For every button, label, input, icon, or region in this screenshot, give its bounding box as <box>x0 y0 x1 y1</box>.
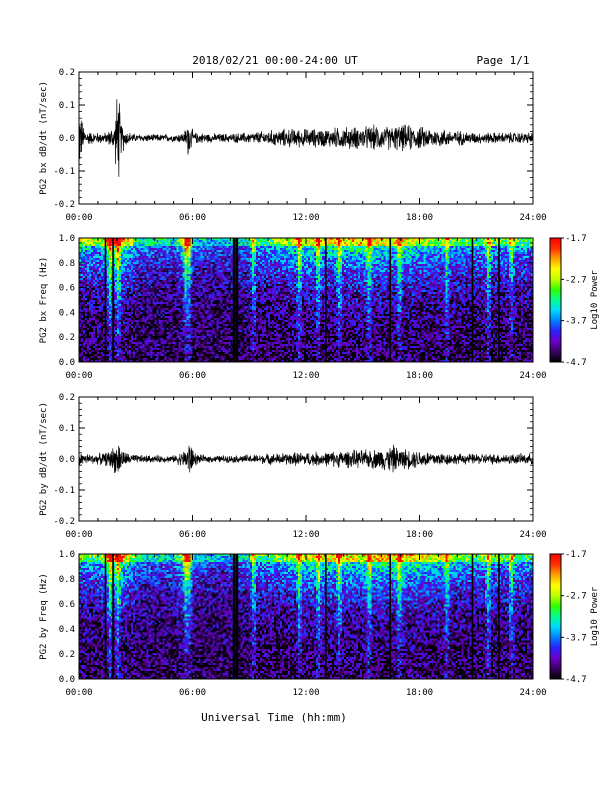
colorbar-tick-label: -3.7 <box>565 317 587 327</box>
dbdt-trace <box>78 99 534 177</box>
x-tick-label: 12:00 <box>292 688 319 698</box>
y-tick-label: 0.6 <box>59 284 75 294</box>
colorbar-tick-label: -3.7 <box>565 633 587 643</box>
y-tick-label: 0.2 <box>59 68 75 78</box>
x-tick-label: 00:00 <box>65 371 92 381</box>
x-tick-label: 24:00 <box>519 213 546 223</box>
x-tick-label: 00:00 <box>65 213 92 223</box>
x-tick-label: 12:00 <box>292 530 319 540</box>
y-axis-title: PG2 bx Freq (Hz) <box>39 257 49 344</box>
x-tick-label: 06:00 <box>179 530 206 540</box>
x-tick-label: 18:00 <box>406 688 433 698</box>
by-dbdt-panel: 0.2 0.1 0.0 -0.1 -0.2 PG2 by dB/dt (nT/sec) 00… <box>39 393 547 540</box>
y-tick-label: 0.8 <box>59 259 75 269</box>
x-tick-label: 06:00 <box>179 371 206 381</box>
y-axis-title: PG2 by Freq (Hz) <box>39 573 49 660</box>
x-tick-label: 18:00 <box>406 371 433 381</box>
x-tick-label: 18:00 <box>406 213 433 223</box>
y-tick-label: -0.2 <box>53 517 75 527</box>
by-spectrogram-panel: 1.0 0.8 0.6 0.4 0.2 0.0 PG2 by Freq (Hz) 00:00 0… <box>39 550 600 698</box>
y-tick-label: 0.0 <box>59 675 75 685</box>
bx-dbdt-panel: 0.2 0.1 0.0 -0.1 -0.2 PG2 bx dB/dt (nT/sec) 00… <box>39 68 547 223</box>
y-tick-label: -0.2 <box>53 200 75 210</box>
colorbar-tick-label: -4.7 <box>565 358 587 368</box>
x-tick-label: 06:00 <box>179 213 206 223</box>
x-tick-label: 12:00 <box>292 371 319 381</box>
colorbar-tick-label: -4.7 <box>565 675 587 685</box>
x-tick-label: 12:00 <box>292 213 319 223</box>
y-tick-label: 0.4 <box>59 308 75 318</box>
y-axis-title: PG2 bx dB/dt (nT/sec) <box>39 81 49 195</box>
colorbar-tick-label: -1.7 <box>565 234 587 244</box>
y-tick-label: 0.8 <box>59 575 75 585</box>
x-tick-label: 00:00 <box>65 530 92 540</box>
y-tick-label: 0.2 <box>59 650 75 660</box>
dbdt-trace <box>78 444 534 473</box>
y-tick-label: -0.1 <box>53 167 75 177</box>
y-tick-label: 0.0 <box>59 358 75 368</box>
y-tick-label: 0.1 <box>59 424 75 434</box>
x-tick-label: 24:00 <box>519 371 546 381</box>
y-tick-label: 0.6 <box>59 600 75 610</box>
y-tick-label: 0.1 <box>59 101 75 111</box>
y-tick-label: 1.0 <box>59 234 75 244</box>
y-tick-label: 0.2 <box>59 393 75 403</box>
spectrogram-image <box>79 554 533 679</box>
y-tick-label: 0.2 <box>59 333 75 343</box>
y-tick-label: 0.4 <box>59 625 75 635</box>
colorbar-tick-label: -2.7 <box>565 592 587 602</box>
colorbar-tick-label: -2.7 <box>565 275 587 285</box>
x-axis-title: Universal Time (hh:mm) <box>201 711 347 724</box>
y-axis-title: PG2 by dB/dt (nT/sec) <box>39 402 49 516</box>
y-tick-label: 1.0 <box>59 550 75 560</box>
x-tick-label: 00:00 <box>65 688 92 698</box>
colorbar-title: Log10 Power <box>590 586 600 646</box>
x-tick-label: 24:00 <box>519 688 546 698</box>
colorbar-tick-label: -1.7 <box>565 550 587 560</box>
y-tick-label: 0.0 <box>59 455 75 465</box>
x-tick-label: 24:00 <box>519 530 546 540</box>
colorbar <box>549 237 562 363</box>
date-range-title: 2018/02/21 00:00-24:00 UT <box>192 54 358 67</box>
bx-spectrogram-panel: 1.0 0.8 0.6 0.4 0.2 0.0 PG2 bx Freq (Hz) 00:00 0… <box>39 234 600 381</box>
page-indicator: Page 1/1 <box>477 54 530 67</box>
x-tick-label: 18:00 <box>406 530 433 540</box>
colorbar <box>549 553 562 680</box>
spectrogram-image <box>79 238 533 362</box>
y-tick-label: -0.1 <box>53 486 75 496</box>
y-tick-label: 0.0 <box>59 134 75 144</box>
x-tick-label: 06:00 <box>179 688 206 698</box>
colorbar-title: Log10 Power <box>590 270 600 330</box>
